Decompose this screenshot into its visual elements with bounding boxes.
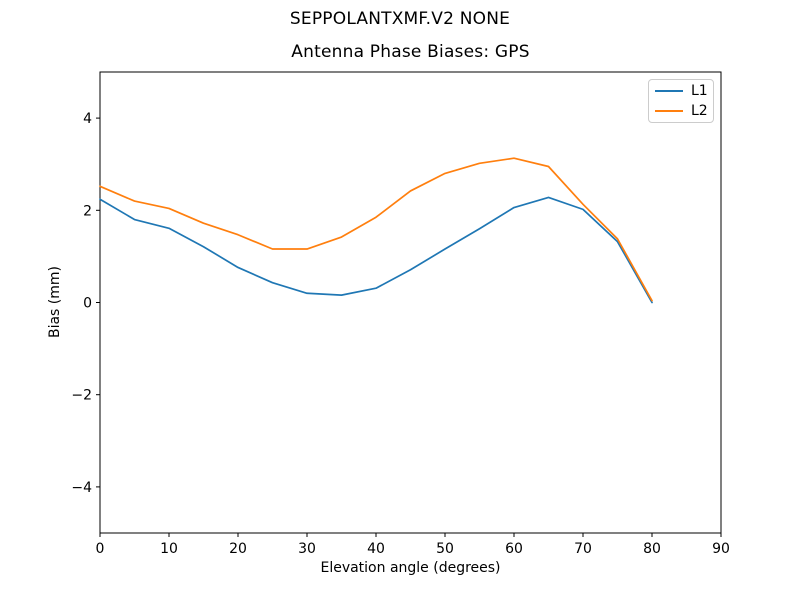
x-axis-label: Elevation angle (degrees) bbox=[320, 560, 501, 576]
y-tick-label: 2 bbox=[83, 203, 92, 219]
legend-item-l2: L2 bbox=[655, 103, 708, 119]
x-tick-label: 80 bbox=[643, 541, 661, 557]
x-tick-label: 0 bbox=[96, 541, 105, 557]
x-tick-label: 20 bbox=[229, 541, 247, 557]
axes-frame bbox=[99, 71, 722, 534]
x-tick-label: 70 bbox=[574, 541, 592, 557]
series-line-l2 bbox=[99, 157, 653, 302]
legend-label: L2 bbox=[691, 103, 708, 119]
y-tick-label: −4 bbox=[71, 480, 92, 496]
series-line-l1 bbox=[99, 196, 653, 304]
x-tick-label: 50 bbox=[436, 541, 454, 557]
figure-title: SEPPOLANTXMF.V2 NONE bbox=[289, 9, 511, 29]
legend: L1 L2 bbox=[648, 79, 714, 123]
x-tick-label: 60 bbox=[505, 541, 523, 557]
x-tick-label: 10 bbox=[160, 541, 178, 557]
legend-item-l1: L1 bbox=[655, 83, 708, 99]
legend-label: L1 bbox=[691, 83, 708, 99]
y-axis-label: Bias (mm) bbox=[47, 265, 63, 339]
x-tick-label: 30 bbox=[298, 541, 316, 557]
legend-line-sample-l2 bbox=[655, 110, 683, 112]
x-tick-label: 90 bbox=[712, 541, 730, 557]
y-tick-label: −2 bbox=[71, 388, 92, 404]
y-tick-label: 4 bbox=[83, 111, 92, 127]
y-tick-label: 0 bbox=[83, 296, 92, 312]
legend-line-sample-l1 bbox=[655, 90, 683, 92]
axes-title: Antenna Phase Biases: GPS bbox=[291, 42, 530, 62]
x-tick-label: 40 bbox=[367, 541, 385, 557]
